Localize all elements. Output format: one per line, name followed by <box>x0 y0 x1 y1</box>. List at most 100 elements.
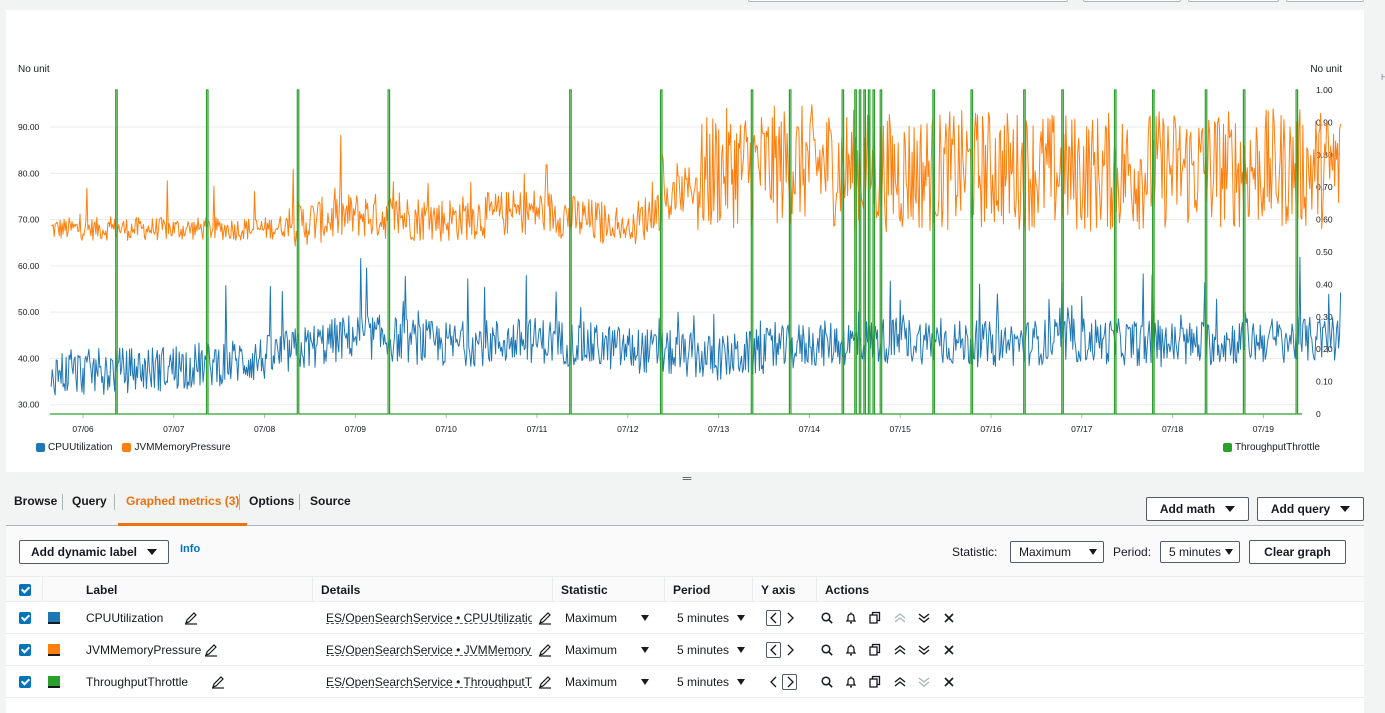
tab-query[interactable]: Query <box>72 494 107 508</box>
duplicate-icon[interactable] <box>868 675 882 689</box>
edit-pencil-icon[interactable] <box>538 675 552 689</box>
move-up-icon[interactable] <box>893 643 907 657</box>
period-column-header[interactable]: Period <box>664 577 752 603</box>
caret-down-icon <box>641 615 649 621</box>
duplicate-icon[interactable] <box>868 643 882 657</box>
right-tick-label: 0.50 <box>1316 247 1333 257</box>
left-tick-label: 70.00 <box>18 215 40 225</box>
yaxis-right-button[interactable] <box>782 674 797 690</box>
row-details[interactable]: ES/OpenSearchService • JVMMemoryPres <box>326 634 532 656</box>
left-tick-label: 80.00 <box>18 168 40 178</box>
statistic-select[interactable]: Maximum <box>1010 541 1104 563</box>
series-line-cpuutilization[interactable] <box>50 256 1342 396</box>
series-color-picker[interactable] <box>48 676 60 688</box>
move-up-icon[interactable] <box>893 675 907 689</box>
left-tick-label: 30.00 <box>18 400 40 410</box>
yaxis-right-button[interactable] <box>782 642 797 658</box>
row-checkbox[interactable] <box>19 676 31 688</box>
edit-pencil-icon[interactable] <box>211 675 225 689</box>
x-tick-label: 07/17 <box>1071 424 1093 434</box>
yaxis-left-button[interactable] <box>766 642 781 658</box>
move-down-icon[interactable] <box>917 643 931 657</box>
row-details[interactable]: ES/OpenSearchService • CPUUtilization • <box>326 602 532 624</box>
caret-down-icon <box>641 679 649 685</box>
row-statistic-select[interactable]: Maximum <box>565 602 649 634</box>
search-icon[interactable] <box>820 611 834 625</box>
row-period-select[interactable]: 5 minutes <box>677 634 746 666</box>
line-chart[interactable]: 90.00 80.00 70.00 60.00 50.00 40.00 30.00 1.00… <box>6 10 1364 472</box>
alarm-bell-icon[interactable] <box>844 611 858 625</box>
toolbar-button[interactable] <box>1286 0 1364 2</box>
legend-label: CPUUtilization <box>48 442 113 453</box>
toolbar-button[interactable] <box>1188 0 1279 2</box>
series-line-throughputthrottle[interactable] <box>50 89 1302 415</box>
close-icon[interactable] <box>942 675 956 689</box>
edit-pencil-icon[interactable] <box>184 611 198 625</box>
close-icon[interactable] <box>942 611 956 625</box>
series-color-picker[interactable] <box>48 644 60 656</box>
row-statistic-value: Maximum <box>565 675 618 689</box>
move-up-icon[interactable] <box>893 611 907 625</box>
left-axis-ticks: 90.00 80.00 70.00 60.00 50.00 40.00 30.00 <box>18 122 40 410</box>
statistic-column-header[interactable]: Statistic <box>552 577 664 603</box>
edit-pencil-icon[interactable] <box>538 611 552 625</box>
alarm-bell-icon[interactable] <box>844 643 858 657</box>
row-label[interactable]: CPUUtilization <box>86 611 164 625</box>
toolbar-button[interactable] <box>1083 0 1181 2</box>
period-select[interactable]: 5 minutes <box>1160 541 1240 563</box>
right-tick-label: 0.90 <box>1316 117 1333 127</box>
legend-item-cpuutilization[interactable]: CPUUtilization <box>36 442 112 453</box>
close-icon[interactable] <box>942 643 956 657</box>
yaxis-right-button[interactable] <box>782 610 797 626</box>
resize-handle-icon[interactable]: ═ <box>682 471 692 485</box>
side-panel-edge: ⊦ <box>1381 72 1385 82</box>
x-tick-label: 07/18 <box>1162 424 1184 434</box>
alarm-bell-icon[interactable] <box>844 675 858 689</box>
table-row: JVMMemoryPressure ES/OpenSearchService • … <box>6 634 1364 666</box>
time-range-input[interactable] <box>748 0 1068 2</box>
row-label[interactable]: JVMMemoryPressure <box>86 643 202 657</box>
add-dynamic-label-button[interactable]: Add dynamic label <box>19 540 169 564</box>
tab-source[interactable]: Source <box>310 494 351 508</box>
details-column-header[interactable]: Details <box>312 577 552 603</box>
row-checkbox[interactable] <box>19 644 31 656</box>
tab-graphed-metrics[interactable]: Graphed metrics (3) <box>118 492 248 526</box>
legend-item-jvmmemorypressure[interactable]: JVMMemoryPressure <box>122 442 231 453</box>
right-tick-label: 0.70 <box>1316 182 1333 192</box>
row-label[interactable]: ThroughputThrottle <box>86 675 189 689</box>
row-details[interactable]: ES/OpenSearchService • ThroughputThrc <box>326 666 532 688</box>
caret-down-icon <box>737 647 746 653</box>
add-math-button[interactable]: Add math <box>1146 497 1249 521</box>
row-checkbox[interactable] <box>19 612 31 624</box>
x-tick-label: 07/11 <box>527 424 548 434</box>
duplicate-icon[interactable] <box>868 611 882 625</box>
row-period-select[interactable]: 5 minutes <box>677 602 746 634</box>
label-column-header[interactable]: Label <box>86 583 118 597</box>
edit-pencil-icon[interactable] <box>538 643 552 657</box>
select-all-checkbox[interactable] <box>19 584 31 596</box>
row-period-select[interactable]: 5 minutes <box>677 666 746 698</box>
row-period-value: 5 minutes <box>677 611 730 625</box>
yaxis-column-header[interactable]: Y axis <box>752 577 816 603</box>
search-icon[interactable] <box>820 643 834 657</box>
clear-graph-button[interactable]: Clear graph <box>1249 540 1346 564</box>
move-down-icon[interactable] <box>917 611 931 625</box>
row-statistic-select[interactable]: Maximum <box>565 666 649 698</box>
edit-pencil-icon[interactable] <box>204 643 218 657</box>
series-line-jvmmemorypressure[interactable] <box>50 104 1342 247</box>
tab-options[interactable]: Options <box>249 494 295 508</box>
x-tick-label: 07/07 <box>163 424 185 434</box>
series-color-picker[interactable] <box>48 612 60 624</box>
info-link[interactable]: Info <box>180 543 201 555</box>
search-icon[interactable] <box>820 675 834 689</box>
add-query-button[interactable]: Add query <box>1257 497 1364 521</box>
caret-down-icon <box>641 647 649 653</box>
yaxis-left-button[interactable] <box>766 610 781 626</box>
color-column-header <box>42 577 78 603</box>
move-down-icon[interactable] <box>917 675 931 689</box>
row-statistic-select[interactable]: Maximum <box>565 634 649 666</box>
left-tick-label: 90.00 <box>18 122 40 132</box>
yaxis-left-button[interactable] <box>766 674 781 690</box>
legend-item-throughputthrottle[interactable]: ThroughputThrottle <box>1222 442 1320 453</box>
tab-browse[interactable]: Browse <box>14 494 58 508</box>
